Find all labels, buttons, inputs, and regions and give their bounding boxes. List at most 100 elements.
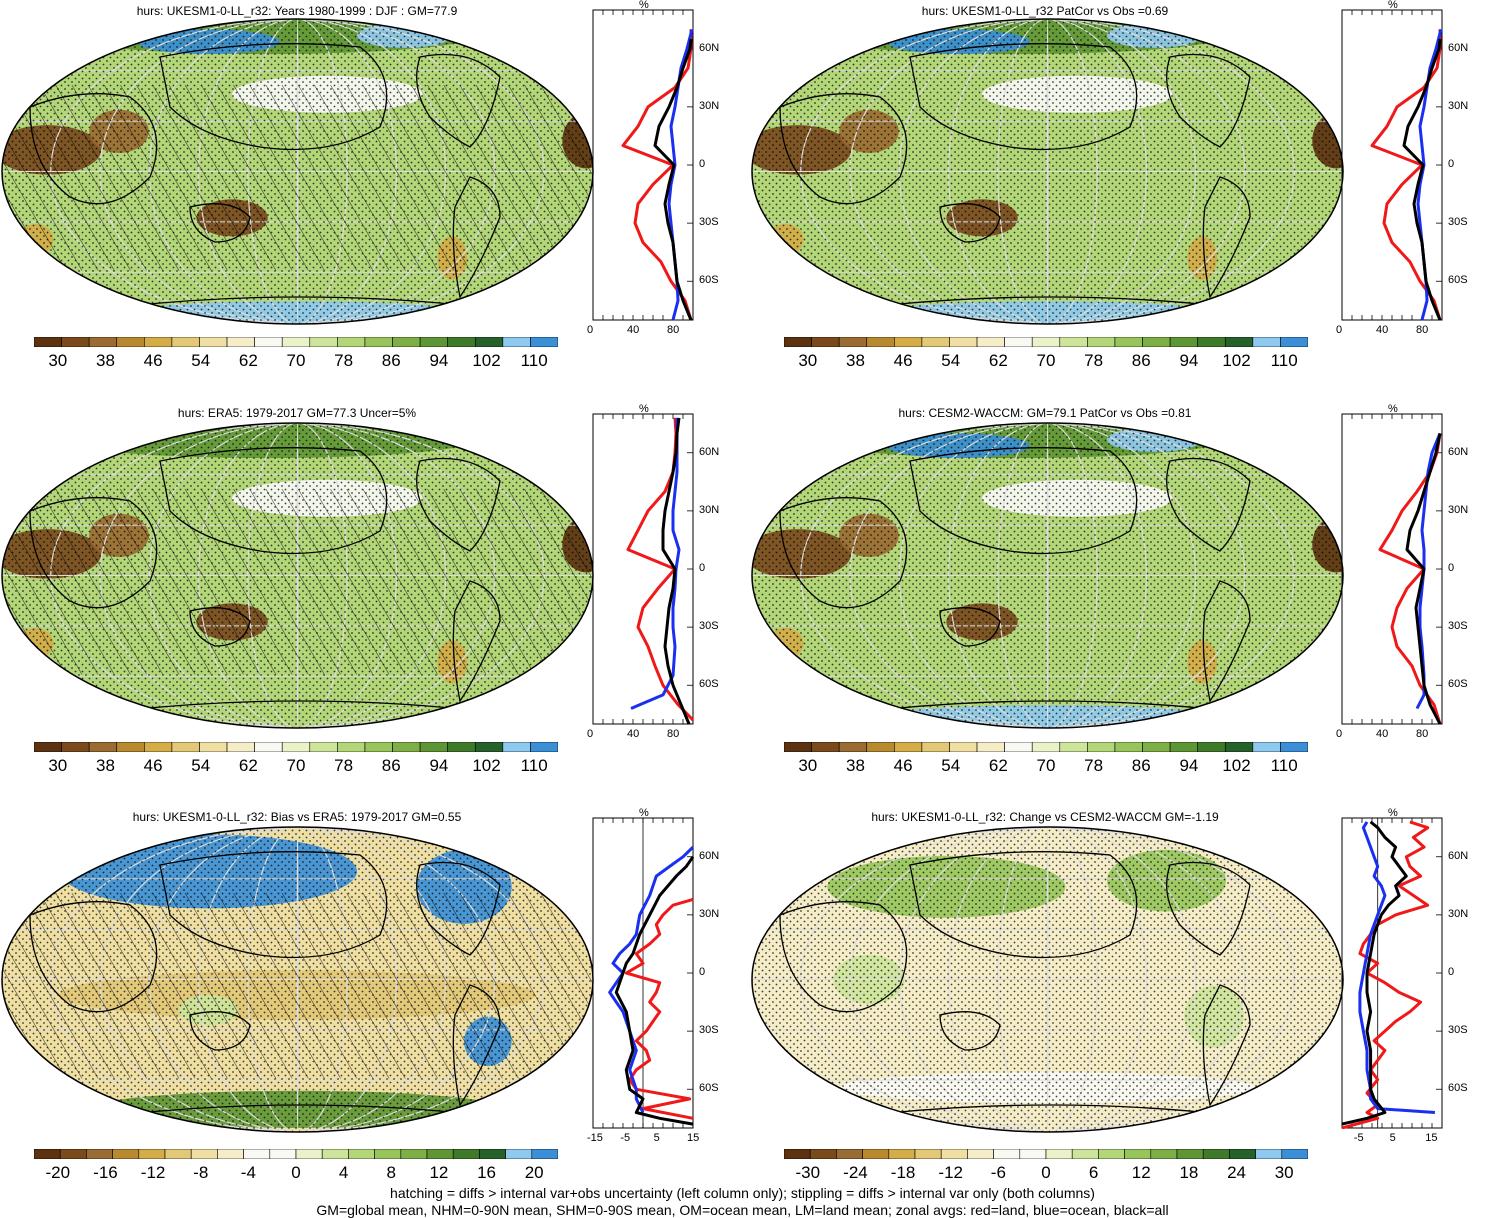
coastline	[1166, 457, 1251, 552]
zonal-series-black	[614, 855, 694, 1126]
colorbar-tick-label: 30	[1274, 1163, 1294, 1182]
zonal-x-tick-label: 15	[1425, 1132, 1438, 1144]
colorbar-tick-label: 20	[524, 1163, 544, 1182]
zonal-lat-label: 60S	[699, 274, 719, 287]
zonal-x-tick-label: 80	[1416, 324, 1429, 336]
colorbar-tick-label: 54	[191, 351, 211, 370]
zonal-lat-label: 60N	[699, 445, 720, 458]
colorbar-swatch	[1229, 1149, 1256, 1159]
colorbar-swatch	[116, 742, 145, 752]
colorbar-swatch	[392, 742, 421, 752]
colorbar-swatch	[1202, 1149, 1230, 1159]
colorbar-swatch	[447, 337, 476, 347]
colorbar-tick-label: 94	[1179, 351, 1199, 370]
colorbar-swatch	[811, 742, 840, 752]
global-map	[751, 826, 1344, 1133]
colorbar-tick-label: 46	[143, 351, 163, 370]
colorbar-swatch	[254, 742, 283, 752]
colorbar-swatch	[1224, 742, 1254, 752]
colorbar-swatch	[1114, 337, 1143, 347]
zonal-lat-label: 0	[1448, 966, 1455, 978]
colorbar	[784, 337, 1308, 347]
colorbar-swatch	[1031, 337, 1061, 347]
colorbar-swatch	[217, 1149, 244, 1159]
colorbar-tick-label: -8	[193, 1163, 209, 1182]
colorbar-swatch	[364, 742, 393, 752]
colorbar-swatch	[784, 742, 812, 752]
global-map	[1, 422, 594, 729]
colorbar-tick-label: -12	[140, 1163, 166, 1182]
colorbar-swatch	[88, 742, 118, 752]
colorbar-tick-label: 102	[472, 756, 501, 775]
colorbar-tick-label: 110	[520, 351, 548, 370]
colorbar-tick-label: 102	[472, 351, 501, 370]
zonal-series-black	[1341, 820, 1408, 1126]
zonal-mean-plot	[592, 413, 694, 725]
colorbar-swatch	[34, 337, 62, 347]
colorbar-swatch	[479, 1149, 506, 1159]
colorbar-swatch	[530, 742, 558, 752]
colorbar-tick-label: 110	[1270, 756, 1298, 775]
zonal-unit-label: %	[639, 807, 649, 819]
colorbar	[784, 1149, 1308, 1159]
coastline	[416, 861, 501, 956]
colorbar-tick-label: 86	[381, 756, 401, 775]
colorbar-swatch	[888, 1149, 916, 1159]
zonal-mean-plot	[1341, 817, 1443, 1129]
colorbar-tick-label: 62	[988, 756, 1008, 775]
colorbar-swatch	[61, 742, 90, 752]
zonal-lat-label: 60N	[699, 41, 720, 54]
colorbar-tick-label: 38	[845, 351, 865, 370]
zonal-lat-label: 30N	[1448, 503, 1469, 516]
colorbar-swatch	[1197, 337, 1226, 347]
zonal-series-blue	[608, 846, 694, 1114]
colorbar	[34, 337, 558, 347]
colorbar-swatch	[1169, 742, 1198, 752]
zonal-series-blue	[630, 417, 681, 710]
zonal-lat-label: 60S	[699, 678, 719, 691]
colorbar-swatch	[914, 1149, 942, 1159]
colorbar-tick-label: 62	[988, 351, 1008, 370]
colorbar-swatch	[243, 1149, 271, 1159]
colorbar-swatch	[400, 1149, 428, 1159]
zonal-x-tick-label: 5	[653, 1132, 660, 1144]
zonal-lat-label: 30N	[699, 503, 720, 516]
colorbar-tick-label: 30	[798, 756, 818, 775]
colorbar-swatch	[1087, 337, 1116, 347]
colorbar-swatch	[505, 1149, 533, 1159]
coastline	[119, 296, 481, 308]
colorbar-swatch	[976, 742, 1005, 752]
colorbar-tick-label: -16	[93, 1163, 118, 1182]
colorbar-swatch	[281, 337, 311, 347]
colorbar-swatch	[1197, 742, 1226, 752]
global-map	[1, 826, 594, 1133]
colorbar-tick-label: 8	[386, 1163, 396, 1182]
colorbar-swatch	[88, 337, 118, 347]
colorbar-swatch	[116, 337, 145, 347]
zonal-x-tick-label: 0	[1336, 728, 1343, 740]
colorbar-tick-label: 4	[338, 1163, 349, 1182]
coastline	[159, 851, 388, 959]
zonal-x-tick-label: 40	[627, 728, 640, 740]
colorbar-tick-label: 78	[334, 756, 354, 775]
zonal-x-tick-label: 40	[1376, 324, 1389, 336]
colorbar-swatch	[171, 337, 200, 347]
zonal-x-tick-label: -15	[587, 1132, 603, 1144]
colorbar-swatch	[1124, 1149, 1152, 1159]
panel-title: hurs: UKESM1-0-LL_r32: Years 1980-1999 :…	[136, 4, 458, 18]
colorbar-swatch	[295, 1149, 323, 1159]
colorbar-tick-label: 102	[1222, 756, 1251, 775]
footnote-line-2: GM=global mean, NHM=0-90N mean, SHM=0-90…	[316, 1202, 1169, 1218]
colorbar-tick-label: 110	[1270, 351, 1298, 370]
colorbar-swatch	[199, 337, 228, 347]
coastline	[939, 607, 1001, 647]
zonal-unit-label: %	[1388, 403, 1398, 415]
coastline	[779, 901, 908, 1013]
coastline	[1202, 580, 1251, 703]
zonal-x-tick-label: 0	[587, 728, 594, 740]
colorbar-tick-label: 0	[1041, 1163, 1051, 1182]
zonal-lat-label: 30N	[699, 907, 720, 920]
colorbar-swatch	[894, 337, 923, 347]
zonal-lat-label: 30S	[699, 620, 719, 633]
colorbar-swatch	[374, 1149, 402, 1159]
